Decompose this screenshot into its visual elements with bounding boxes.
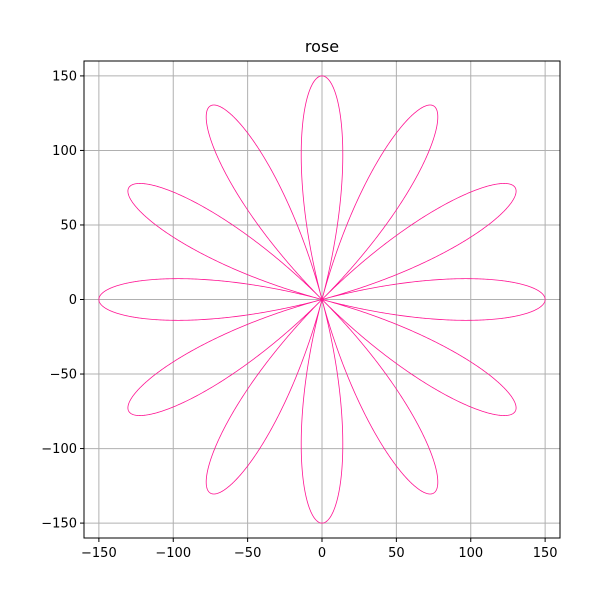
y-tick-label: 50	[60, 218, 77, 233]
x-tick-label: 150	[533, 546, 558, 561]
y-tick-label: −150	[41, 517, 77, 532]
x-tick-label: 0	[318, 546, 326, 561]
y-axis: −150 −100 −50 0 50 100 150	[41, 69, 84, 532]
plot-area	[98, 75, 546, 524]
x-tick-label: 50	[388, 546, 405, 561]
y-tick-label: 100	[52, 144, 77, 159]
x-tick-label: 100	[458, 546, 483, 561]
y-tick-label: 0	[69, 293, 77, 308]
x-axis: −150 −100 −50 0 50 100 150	[81, 538, 558, 561]
x-tick-label: −50	[234, 546, 261, 561]
chart-title: rose	[305, 37, 339, 56]
rose-curve	[98, 75, 546, 524]
y-tick-label: −100	[41, 442, 77, 457]
x-tick-label: −100	[155, 546, 191, 561]
y-tick-label: 150	[52, 69, 77, 84]
y-tick-label: −50	[50, 368, 77, 383]
x-tick-label: −150	[81, 546, 117, 561]
